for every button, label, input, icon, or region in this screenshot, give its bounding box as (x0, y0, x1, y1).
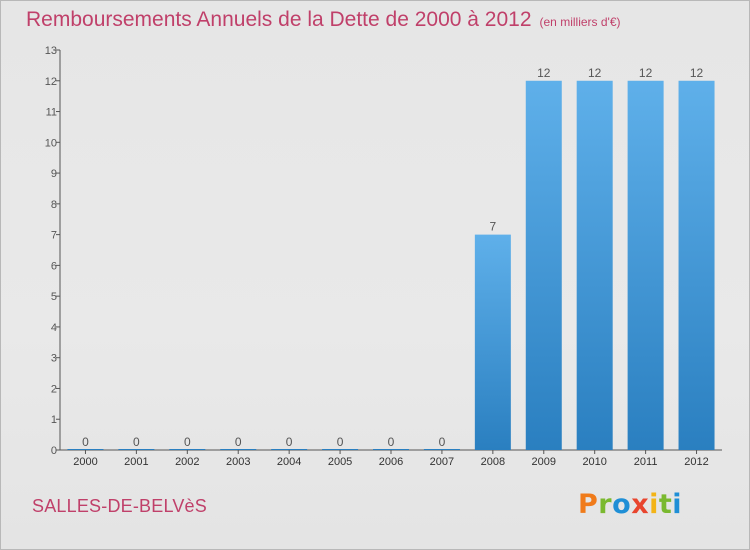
x-tick-label: 2000 (73, 456, 97, 468)
logo-letter: i (672, 489, 683, 520)
logo-letter: x (631, 489, 650, 520)
x-tick-label: 2003 (226, 456, 250, 468)
y-tick-label: 9 (51, 168, 57, 180)
proxiti-logo: Proxiti (578, 489, 682, 520)
y-tick-label: 13 (45, 45, 57, 57)
x-tick-label: 2006 (379, 456, 403, 468)
x-tick-label: 2010 (582, 456, 606, 468)
y-tick-label: 1 (51, 414, 57, 426)
data-label: 0 (286, 435, 293, 449)
data-label: 12 (537, 66, 551, 80)
logo-letter: r (598, 489, 613, 520)
data-label: 12 (690, 66, 704, 80)
y-tick-label: 0 (51, 445, 57, 457)
bar (373, 449, 409, 450)
y-tick-label: 4 (51, 322, 57, 334)
y-tick-label: 5 (51, 291, 57, 303)
logo-letter: t (658, 489, 673, 520)
data-labels: 0 0 0 0 0 0 0 0 7 12 12 12 12 (82, 66, 703, 449)
data-label: 0 (439, 435, 446, 449)
bar (423, 449, 460, 450)
data-label: 0 (82, 435, 89, 449)
x-tick-label: 2012 (684, 456, 708, 468)
bar (118, 449, 155, 450)
bar (322, 449, 359, 450)
data-label: 12 (588, 66, 602, 80)
data-label: 0 (133, 435, 140, 449)
y-tick-label: 10 (45, 137, 57, 149)
x-tick-label: 2007 (430, 456, 454, 468)
x-tick-label: 2009 (532, 456, 556, 468)
bar (627, 80, 664, 451)
chart-unit-note: (en milliers d'€) (539, 15, 621, 29)
data-label: 0 (388, 435, 395, 449)
data-label: 0 (235, 435, 242, 449)
bar (576, 80, 613, 451)
y-tick-label: 3 (51, 353, 57, 365)
x-tick-label: 2008 (481, 456, 505, 468)
bar (169, 449, 206, 450)
x-tick-label: 2005 (328, 456, 352, 468)
bar (271, 449, 308, 450)
y-tick-label: 2 (51, 383, 57, 395)
y-tick-label: 8 (51, 199, 57, 211)
data-label: 0 (184, 435, 191, 449)
y-tick-label: 12 (45, 76, 57, 88)
commune-name: SALLES-DE-BELVèS (32, 496, 207, 516)
y-tick-label: 6 (51, 260, 57, 272)
bar (67, 449, 104, 450)
bar (678, 80, 715, 451)
y-tick-label: 7 (51, 230, 57, 242)
logo-letter: o (612, 489, 632, 520)
logo-letter: i (649, 489, 659, 520)
bar (474, 234, 511, 450)
bar-series (67, 80, 715, 451)
bar (525, 80, 562, 451)
x-tick-label: 2004 (277, 456, 301, 468)
chart-title-text: Remboursements Annuels de la Dette de 20… (26, 8, 532, 31)
data-label: 12 (639, 66, 653, 80)
chart-title: Remboursements Annuels de la Dette de 20… (26, 8, 621, 32)
bar (220, 449, 257, 450)
y-tick-label: 11 (46, 107, 57, 119)
x-tick-label: 2011 (634, 456, 658, 468)
data-label: 7 (490, 220, 497, 234)
x-tick-label: 2001 (124, 456, 148, 468)
x-tick-label: 2002 (175, 456, 199, 468)
logo-letter: P (578, 489, 599, 520)
data-label: 0 (337, 435, 344, 449)
x-axis: 2000 2001 2002 2003 2004 2005 2006 2007 2008 2009… (60, 449, 722, 468)
